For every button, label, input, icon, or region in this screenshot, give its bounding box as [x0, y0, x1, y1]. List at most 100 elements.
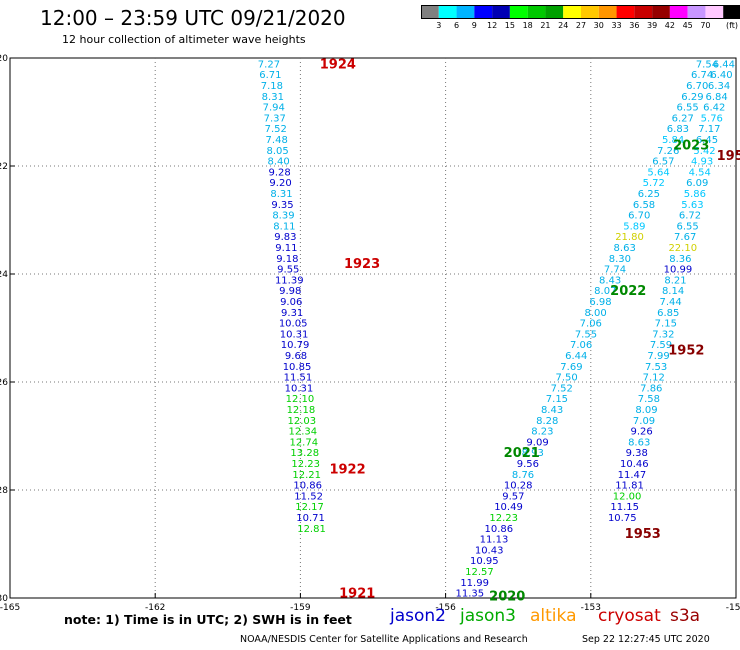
wave-height-label: 8.36: [669, 254, 691, 265]
wave-height-label: 8.39: [272, 211, 294, 222]
colorbar-swatch: [687, 5, 706, 19]
wave-height-label: 10.75: [608, 513, 637, 524]
colorbar-swatch: [563, 5, 581, 19]
wave-height-label: 13.28: [290, 448, 319, 459]
y-tick-label: -24: [0, 270, 8, 280]
colorbar-swatch: [545, 5, 564, 19]
wave-height-label: 7.86: [640, 383, 662, 394]
wave-height-label: 12.03: [288, 416, 317, 427]
wave-height-label: 6.58: [633, 200, 655, 211]
wave-height-label: 4.54: [689, 167, 711, 178]
colorbar-label: 18: [522, 21, 533, 30]
wave-height-label: 9.35: [271, 200, 293, 211]
wave-height-label: 10.99: [664, 265, 693, 276]
wave-height-label: 9.57: [502, 491, 524, 502]
wave-height-label: 6.55: [676, 103, 698, 114]
colorbar-label: 30: [593, 21, 604, 30]
wave-height-label: 8.31: [270, 189, 292, 200]
satellite-legend-item: jason2: [390, 606, 446, 626]
wave-height-label: 7.17: [698, 124, 720, 135]
wave-height-label: 9.11: [275, 243, 297, 254]
colorbar-label: 15: [504, 21, 515, 30]
track-time-label: 1924: [320, 57, 356, 72]
wave-height-label: 9.55: [277, 265, 299, 276]
wave-height-label: 11.15: [610, 502, 639, 513]
wave-height-label: 8.11: [273, 221, 295, 232]
wave-height-label: 12.17: [295, 502, 324, 513]
wave-height-label: 8.23: [531, 427, 553, 438]
wave-height-label: 7.15: [546, 394, 568, 405]
wave-height-label: 22.10: [668, 243, 697, 254]
wave-height-label: 5.72: [643, 178, 665, 189]
colorbar-label: 6: [454, 21, 460, 30]
wave-height-label: 5.86: [684, 189, 706, 200]
wave-height-label: 4.93: [691, 157, 713, 168]
colorbar-label: 24: [558, 21, 569, 30]
track-time-label: 1921: [339, 587, 375, 602]
wave-height-label: 5.63: [681, 200, 703, 211]
wave-height-label: 8.63: [614, 243, 636, 254]
wave-height-label: 10.86: [293, 481, 322, 492]
wave-height-label: 5.76: [701, 113, 723, 124]
colorbar-label: 12: [487, 21, 498, 30]
colorbar-swatch: [598, 5, 617, 19]
wave-height-label: 7.18: [261, 81, 283, 92]
wave-height-label: 11.99: [460, 578, 489, 589]
y-tick-label: -26: [0, 378, 8, 388]
wave-height-label: 8.00: [585, 308, 607, 319]
colorbar-swatch: [492, 5, 510, 19]
wave-height-label: 6.57: [652, 157, 674, 168]
wave-height-label: 7.52: [265, 124, 287, 135]
wave-height-label: 12.23: [291, 459, 320, 470]
colorbar-border: [421, 5, 740, 19]
satellite-legend-item: s3a: [670, 606, 701, 626]
wave-height-label: 7.54: [696, 59, 718, 70]
wave-height-label: 9.20: [269, 178, 291, 189]
colorbar-label: 3: [436, 21, 442, 30]
wave-height-label: 6.70: [628, 211, 650, 222]
colorbar-swatch: [634, 5, 653, 19]
wave-height-label: 21.80: [615, 232, 644, 243]
wave-height-label: 7.15: [655, 319, 677, 330]
x-tick-label: -153: [581, 603, 601, 613]
wave-height-label: 12.34: [288, 427, 317, 438]
satellite-legend-item: altika: [530, 606, 577, 626]
wave-height-label: 6.25: [638, 189, 660, 200]
wave-height-label: 11.13: [480, 535, 509, 546]
wave-height-label: 8.30: [609, 254, 631, 265]
wave-height-label: 10.95: [470, 556, 499, 567]
wave-height-label: 7.06: [580, 319, 602, 330]
wave-height-label: 6.09: [686, 178, 708, 189]
y-tick-label: -30: [0, 594, 8, 604]
track-time-label: 1922: [329, 462, 365, 477]
generated-timestamp: Sep 22 12:27:45 UTC 2020: [582, 634, 710, 645]
track-time-label: 2021: [504, 446, 540, 461]
wave-height-label: 12.18: [287, 405, 316, 416]
wave-height-label: 10.86: [485, 524, 514, 535]
wave-height-label: 12.23: [489, 513, 518, 524]
colorbar-label: 45: [682, 21, 693, 30]
wave-height-label: 8.43: [599, 275, 621, 286]
wave-height-label: 5.84: [662, 135, 684, 146]
wave-height-label: 11.47: [618, 470, 647, 481]
wave-height-label: 10.46: [620, 459, 649, 470]
wave-height-label: 7.48: [266, 135, 288, 146]
wave-height-label: 9.31: [281, 308, 303, 319]
wave-height-label: 6.27: [672, 113, 694, 124]
wave-height-label: 6.45: [696, 135, 718, 146]
y-tick-label: -22: [0, 162, 8, 172]
wave-height-label: 8.07: [594, 286, 616, 297]
wave-height-label: 8.05: [267, 146, 289, 157]
colorbar-label: 36: [629, 21, 640, 30]
wave-height-label: 9.06: [280, 297, 302, 308]
wave-height-label: 8.43: [541, 405, 563, 416]
wave-height-label: 9.09: [526, 437, 548, 448]
color-scale-bar: [421, 5, 740, 19]
wave-height-label: 6.74: [691, 70, 713, 81]
wave-height-label: 9.28: [268, 167, 290, 178]
wave-height-label: 8.21: [664, 275, 686, 286]
wave-height-label: 9.56: [517, 459, 539, 470]
track-time-label: 2022: [610, 284, 646, 299]
wave-height-label: 5.89: [623, 221, 645, 232]
wave-height-label: 7.58: [638, 394, 660, 405]
